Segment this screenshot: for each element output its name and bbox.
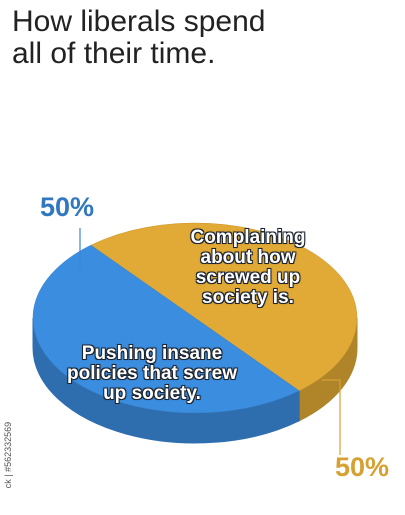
chart xyxy=(32,222,358,455)
leader-line xyxy=(322,379,341,455)
slice-label: Complaining about how screwed up society… xyxy=(190,227,306,308)
chart-title: How liberals spend all of their time. xyxy=(12,5,266,70)
slice-label: Pushing insane policies that screw up so… xyxy=(66,343,237,404)
pie-slice xyxy=(90,222,358,392)
page: {"chart_data": {"type": "pie", "title": … xyxy=(3,5,390,489)
watermark: ck | #562332569 xyxy=(3,421,13,489)
pie-slice xyxy=(32,244,300,414)
value-label: 50% xyxy=(335,452,390,482)
value-label: 50% xyxy=(40,192,95,222)
